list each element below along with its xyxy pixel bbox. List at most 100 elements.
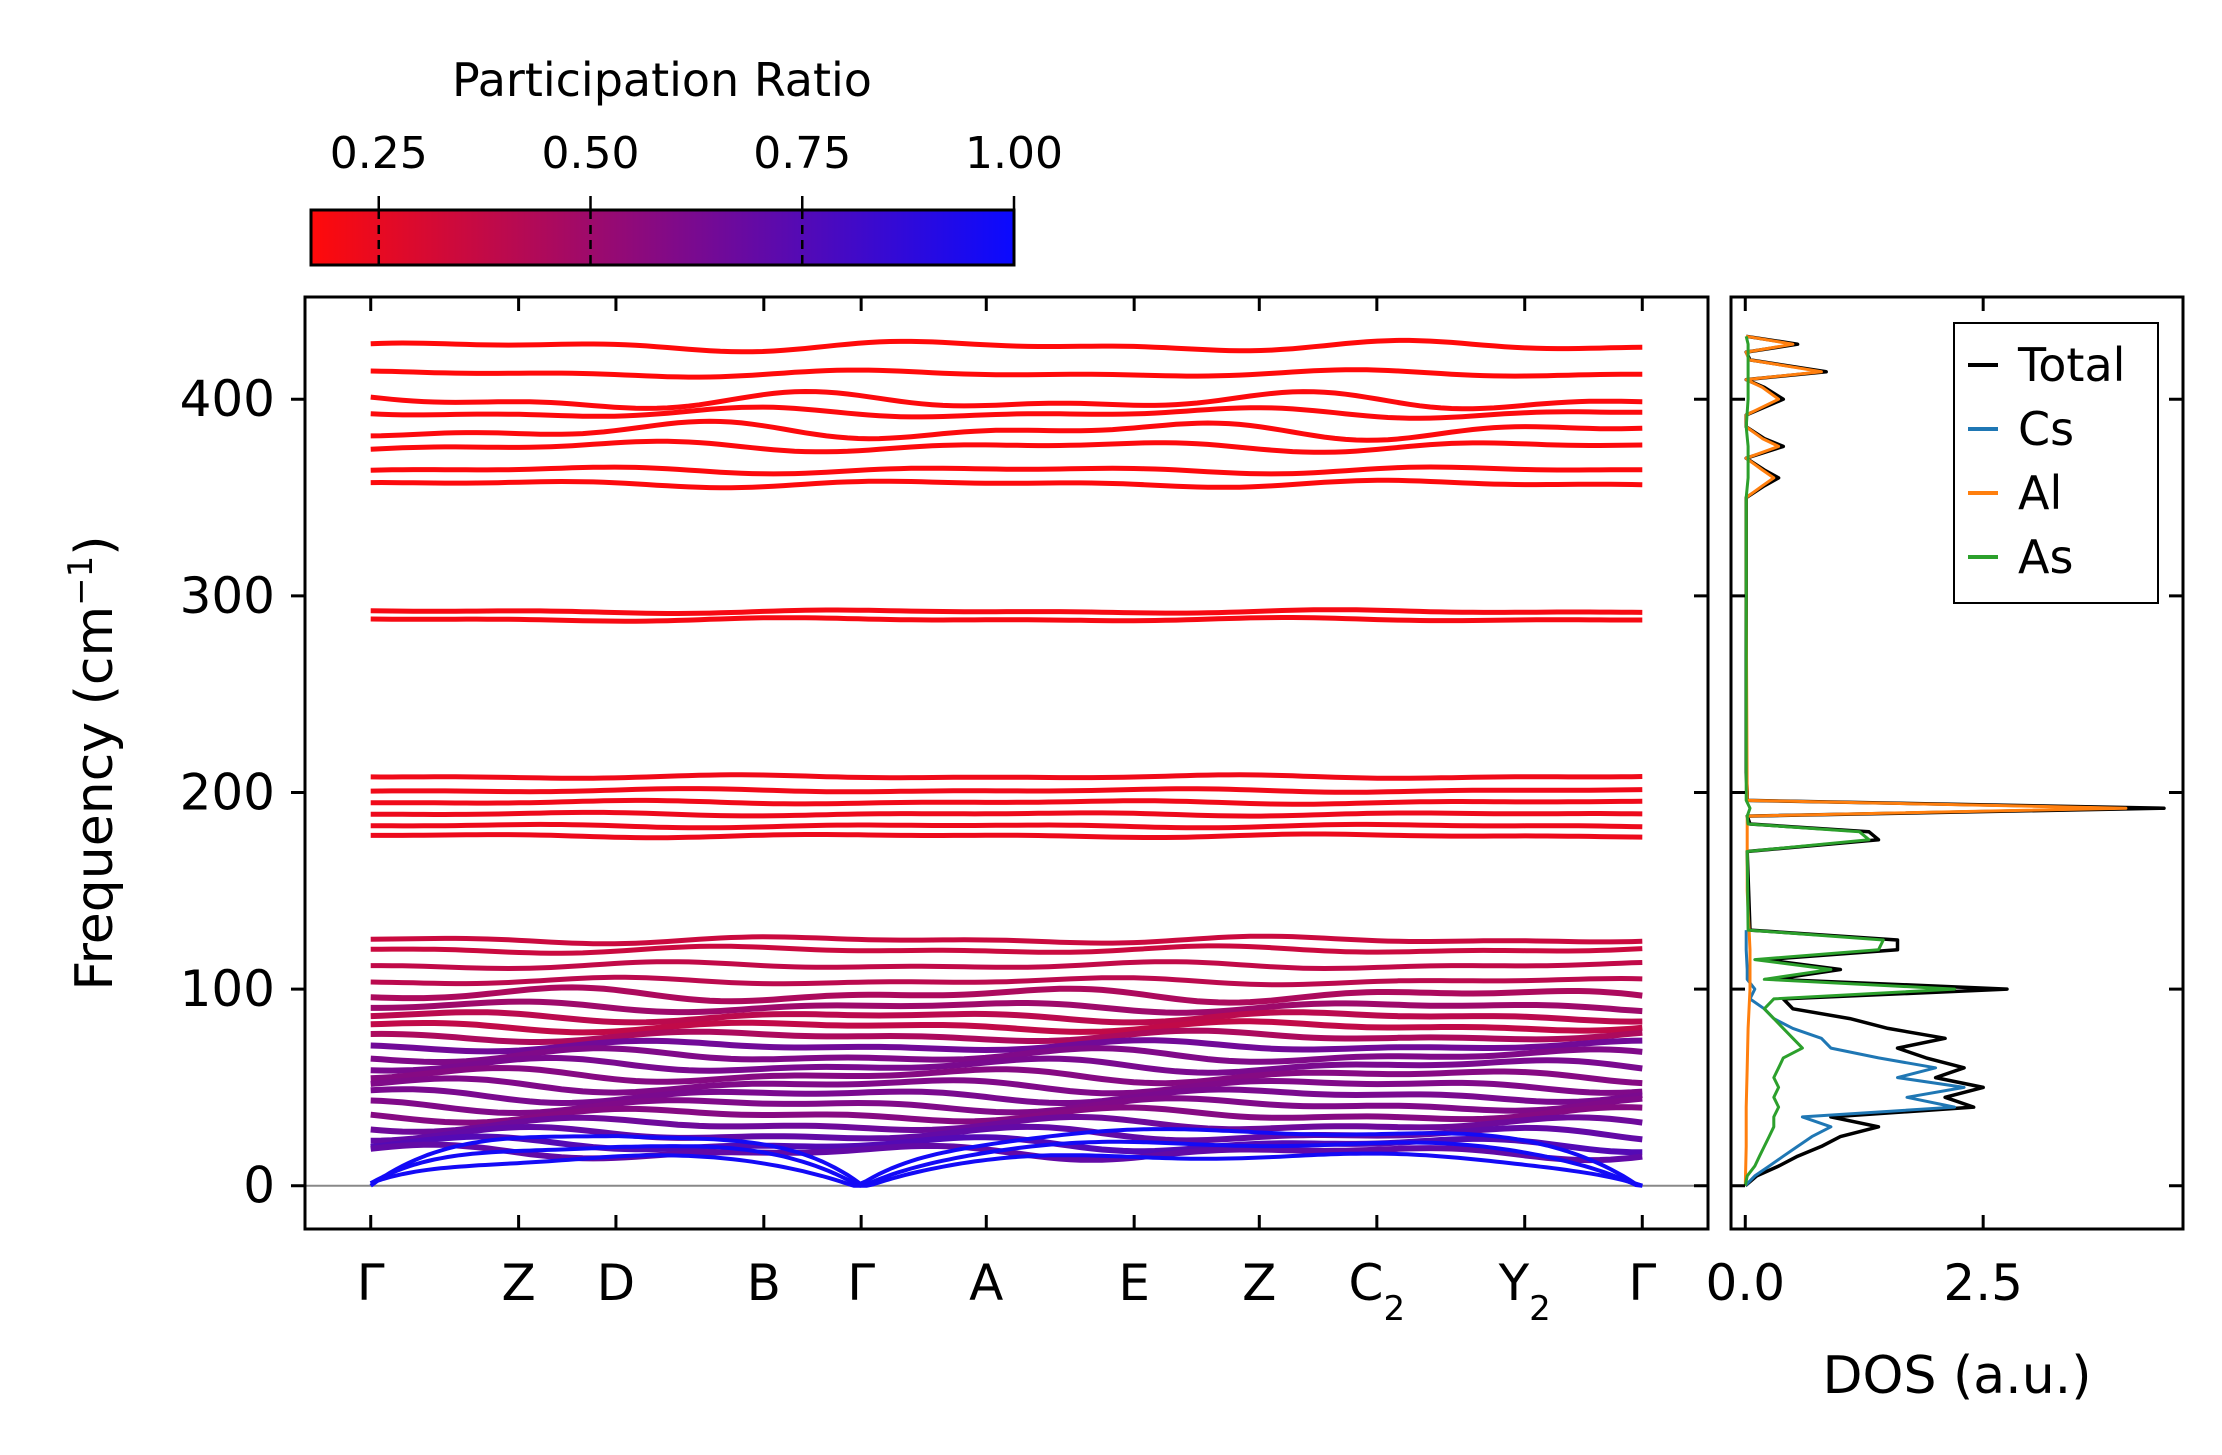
optical-branch: [370, 1009, 1643, 1026]
colorbar-strip: [309, 208, 1016, 267]
dos-x-ticks: 0.0 2.5: [1706, 297, 2023, 1312]
band-y-tick-label: 200: [180, 763, 275, 821]
hs-point-label: D: [597, 1254, 636, 1312]
optical-branch: [370, 418, 1643, 443]
optical-branch: [370, 974, 1643, 988]
band-y-tick-label: 100: [180, 960, 275, 1018]
dos-y-ticks: [1731, 397, 2183, 1188]
band-y-tick-label: 300: [180, 567, 275, 625]
dos-curve-al: [1743, 334, 2128, 1186]
y-axis-label-close: ): [65, 535, 125, 555]
dos-curves: [1743, 334, 2166, 1188]
optical-branch: [370, 1095, 1643, 1117]
optical-branch: [370, 1075, 1643, 1097]
hs-point-letter: A: [969, 1254, 1003, 1312]
optical-branch: [370, 477, 1643, 491]
legend-label: Total: [2017, 338, 2125, 392]
optical-branch: [370, 943, 1643, 956]
colorbar: Participation Ratio 0.25 0.50 0.75 1.00: [309, 53, 1063, 267]
legend-label: As: [2018, 530, 2073, 584]
optical-branch: [370, 388, 1643, 412]
optical-branch: [370, 821, 1643, 831]
dos-x-axis-label: DOS (a.u.): [1823, 1346, 2092, 1406]
hs-point-label: C2: [1349, 1254, 1406, 1329]
hs-point-label: Z: [501, 1254, 535, 1312]
hs-point-letter: E: [1118, 1254, 1150, 1312]
hs-point-label: Γ: [1628, 1254, 1656, 1312]
optical-branch: [370, 933, 1643, 947]
optical-branch: [370, 438, 1643, 455]
hs-point-label: B: [747, 1254, 781, 1312]
colorbar-title: Participation Ratio: [452, 53, 872, 107]
optical-branch: [370, 607, 1643, 616]
hs-point-label: A: [969, 1254, 1003, 1312]
y-axis-label-exponent: −1: [61, 556, 101, 606]
acoustic-branch: [369, 1139, 1643, 1188]
y-axis-label: Frequency (cm−1): [61, 535, 125, 990]
hs-point-subscript: 2: [1383, 1289, 1405, 1329]
hs-point-letter: Z: [1242, 1254, 1276, 1312]
optical-branch: [370, 1018, 1643, 1036]
hs-point-label: Z: [1242, 1254, 1276, 1312]
optical-branch: [370, 984, 1643, 1006]
optical-branch: [370, 1104, 1643, 1126]
hs-point-letter: Y: [1498, 1254, 1530, 1312]
y-axis-label-main: Frequency (cm: [65, 606, 125, 991]
legend-entries: Total Cs Al As: [1968, 338, 2125, 584]
band-y-tick-label: 400: [180, 370, 275, 428]
dos-legend: Total Cs Al As: [1953, 322, 2159, 604]
dos-curve-as: [1743, 335, 1957, 1186]
hs-point-letter: Z: [501, 1254, 535, 1312]
hs-point-subscript: 2: [1529, 1289, 1551, 1329]
hs-point-letter: Γ: [847, 1254, 875, 1312]
optical-branch: [370, 998, 1643, 1016]
legend-label: Cs: [2018, 402, 2074, 456]
acoustic-branch: [370, 1151, 1643, 1188]
optical-branch: [370, 1054, 1643, 1076]
optical-branch: [370, 797, 1643, 807]
hs-point-label: Γ: [847, 1254, 875, 1312]
dos-x-tick-label: 0.0: [1706, 1254, 1786, 1312]
optical-branch: [370, 404, 1643, 421]
optical-branch: [370, 367, 1643, 380]
dos-axes-frame: [1729, 295, 2185, 1231]
optical-branch: [370, 1027, 1643, 1045]
optical-branch: [370, 809, 1643, 819]
optical-branch: [370, 1114, 1643, 1135]
optical-branch: [370, 1133, 1643, 1156]
optical-branch: [370, 615, 1643, 624]
hs-point-letter: B: [747, 1254, 781, 1312]
optical-branch: [370, 1086, 1643, 1107]
optical-branch: [370, 464, 1643, 477]
colorbar-tick-label: 0.25: [330, 128, 428, 179]
optical-branch: [370, 1064, 1643, 1087]
optical-branch: [370, 786, 1643, 795]
colorbar-tick-label: 1.00: [965, 128, 1063, 179]
colorbar-tick-label: 0.75: [753, 128, 851, 179]
band-x-ticks: Γ Z D B Γ A E Z C2 Y2 Γ: [357, 297, 1656, 1329]
hs-point-letter: C: [1349, 1254, 1384, 1312]
colorbar-tick-label: 0.50: [542, 128, 640, 179]
dos-panel: 0.0 2.5 DOS (a.u.) Total Cs Al As: [1706, 295, 2185, 1406]
dos-curve-cs: [1744, 930, 1966, 1187]
optical-branch: [370, 831, 1643, 841]
phonon-branches: [369, 337, 1643, 1188]
optical-branch: [370, 1037, 1643, 1055]
acoustic-branch: [369, 1127, 1643, 1188]
band-y-ticks: 0 100 200 300 400: [180, 370, 1708, 1215]
hs-point-letter: D: [597, 1254, 636, 1312]
optical-branch: [370, 337, 1643, 355]
optical-branch: [370, 959, 1643, 972]
hs-point-letter: Γ: [357, 1254, 385, 1312]
optical-branch: [370, 772, 1643, 781]
hs-point-label: Γ: [357, 1254, 385, 1312]
legend-label: Al: [2018, 466, 2062, 520]
colorbar-ticks: 0.25 0.50 0.75 1.00: [330, 128, 1063, 265]
band-axes-frame: [303, 295, 1710, 1231]
optical-branch: [370, 1045, 1643, 1065]
dos-x-tick-label: 2.5: [1943, 1254, 2023, 1312]
hs-point-letter: Γ: [1628, 1254, 1656, 1312]
band-y-tick-label: 0: [243, 1157, 275, 1215]
